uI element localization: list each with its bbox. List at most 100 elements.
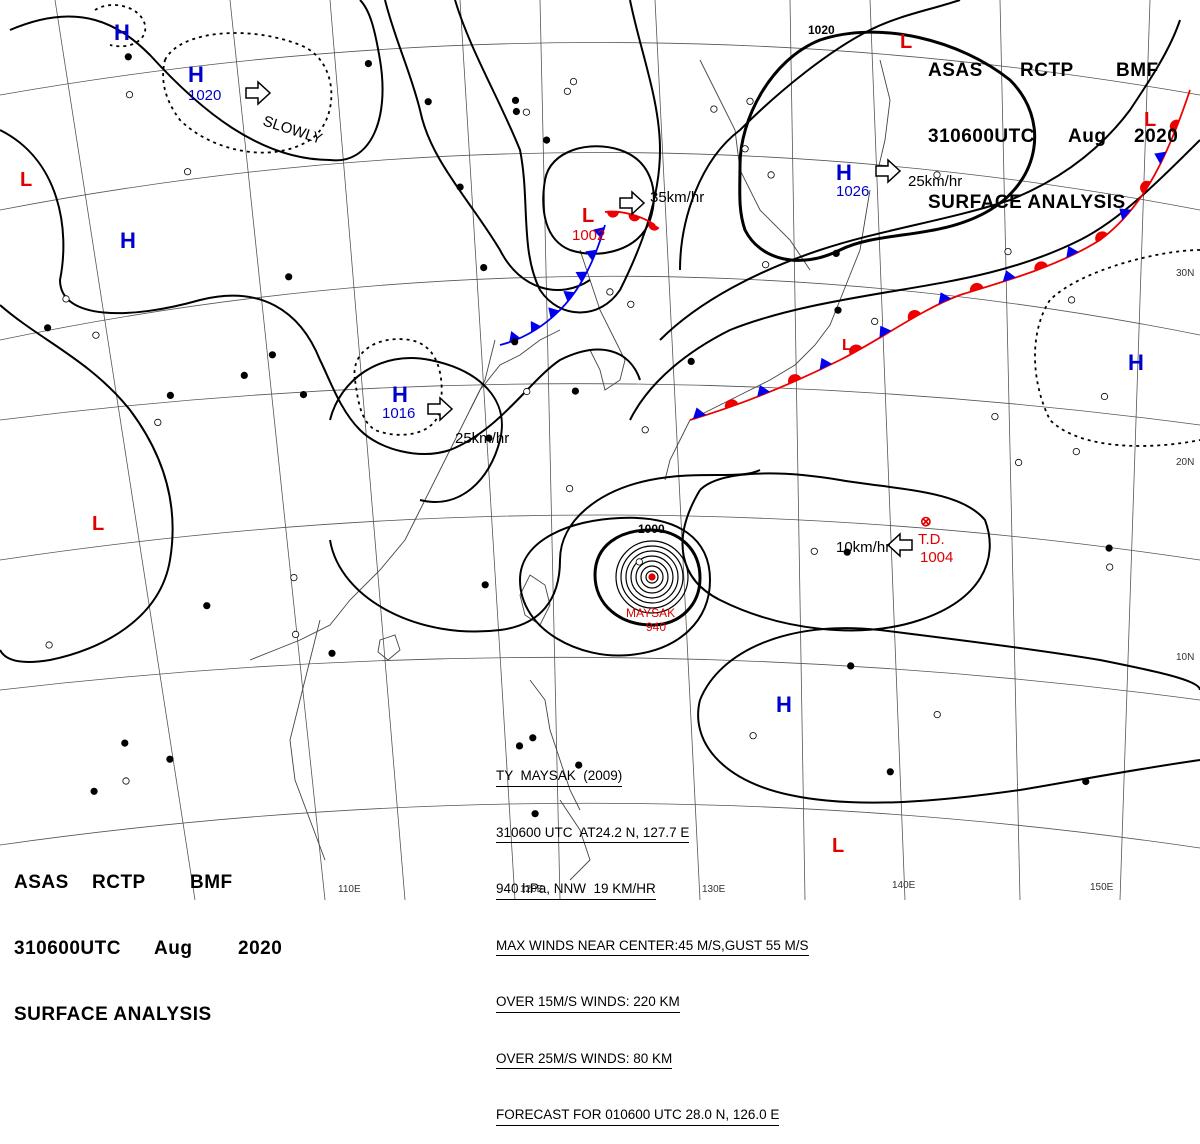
map-labels: SLOWLY 35km/hr 25km/hr 25km/hr 10km/hr 1… — [261, 23, 1195, 895]
station-dot — [290, 573, 298, 582]
parallel-10n — [0, 656, 1200, 701]
pressure-systems: H 1020 H H H 1016 H 1026 H H L L L L L 1… — [20, 20, 1156, 857]
warm-front-symbol — [724, 399, 739, 409]
header-agency: ASAS — [928, 60, 983, 81]
meridian-110e — [229, 0, 326, 901]
isobar-typhoon-1000 — [593, 528, 702, 627]
station-dot — [635, 558, 643, 566]
station-dot — [511, 96, 520, 105]
high-h-japan-sea: H — [836, 160, 852, 185]
footer-month: Aug — [154, 938, 193, 959]
header-station: RCTP — [1020, 60, 1074, 81]
station-dot — [933, 171, 941, 179]
warm-front-symbol — [1034, 261, 1048, 271]
header-product: SURFACE ANALYSIS — [928, 192, 1126, 213]
high-h-east-china: H — [392, 382, 408, 407]
station-dot — [531, 810, 539, 818]
station-dot — [485, 434, 493, 442]
station-dot — [606, 288, 614, 296]
station-dot — [299, 390, 308, 399]
parallel-35n — [0, 152, 1200, 211]
japan-kyushu — [664, 419, 691, 481]
low-l-korea: L — [582, 205, 594, 227]
typhoon-name: MAYSAK — [626, 606, 675, 620]
typhoon-info-line3: 940 hPa, NNW 19 KM/HR — [496, 880, 656, 900]
station-dot — [991, 412, 999, 421]
station-plots — [43, 53, 1114, 818]
station-dot — [1100, 392, 1109, 401]
isobar-typhoon-outer — [519, 516, 712, 657]
high-h-east-china-value: 1016 — [382, 405, 415, 422]
station-dot — [511, 338, 519, 346]
station-dot — [1106, 563, 1114, 571]
cold-front-symbol — [938, 292, 952, 305]
station-dot — [512, 107, 521, 116]
footer-agency: ASAS — [14, 872, 69, 893]
low-l-bottom: L — [832, 835, 844, 857]
station-dot — [569, 78, 578, 86]
hainan — [377, 634, 401, 661]
isobars-dashed — [94, 4, 1200, 447]
low-l-korea-value: 1002 — [572, 227, 605, 244]
td-name: T.D. — [918, 531, 945, 548]
speed-north-low: 35km/hr — [650, 189, 704, 206]
cold-front-symbol — [879, 325, 892, 338]
low-l-west: L — [20, 169, 32, 191]
station-dot — [542, 136, 551, 144]
high-h-north-china: H — [188, 62, 204, 87]
isobar-central — [329, 469, 761, 633]
lat-label-30n: 30N — [1176, 268, 1194, 279]
high-h-japan-sea-value: 1026 — [836, 183, 869, 200]
footer-office: BMF — [190, 872, 233, 893]
station-dot — [565, 484, 574, 493]
typhoon-pressure: 940 — [646, 620, 666, 634]
isobar-north-2 — [384, 0, 591, 291]
station-dot — [62, 295, 70, 303]
graticule — [0, 0, 1200, 901]
movement-arrows — [245, 80, 913, 558]
high-h-pacific-south: H — [776, 692, 792, 717]
lon-label-130e: 130E — [702, 884, 726, 895]
footer-year: 2020 — [238, 938, 283, 959]
typhoon-info-line4: MAX WINDS NEAR CENTER:45 M/S,GUST 55 M/S — [496, 937, 809, 956]
header-month: Aug — [1068, 126, 1107, 147]
footer-time: 310600UTC — [14, 938, 121, 959]
isobar-north-outer — [454, 0, 662, 314]
lon-label-110e: 110E — [338, 884, 361, 895]
header-time: 310600UTC — [928, 126, 1035, 147]
station-dot — [45, 641, 53, 649]
low-l-kyushu: L — [842, 337, 852, 354]
high-h-top-left: H — [114, 20, 130, 45]
parallel-30n — [0, 275, 1200, 341]
warm-front-symbol — [1095, 231, 1108, 243]
station-dot — [424, 98, 432, 106]
meridian-145e — [999, 0, 1021, 901]
fronts — [499, 89, 1191, 421]
station-dot — [933, 710, 941, 719]
footer-product: SURFACE ANALYSIS — [14, 1004, 212, 1025]
lon-label-120e: 120E — [520, 884, 544, 895]
cold-front-symbol — [1066, 245, 1079, 259]
philippines-luzon — [529, 679, 581, 811]
warm-front-symbol — [788, 374, 802, 384]
china-coast-north — [469, 329, 561, 411]
station-dot — [480, 263, 488, 272]
dashed-north-high — [162, 32, 333, 154]
station-dot — [571, 387, 580, 395]
parallel-25n — [0, 383, 1200, 426]
station-dot — [364, 59, 372, 68]
meridian-115e — [329, 0, 406, 901]
speed-china-high: 25km/hr — [455, 430, 509, 447]
station-dot — [154, 418, 162, 426]
station-dot — [1068, 296, 1076, 304]
station-dot — [847, 662, 855, 670]
station-dot — [741, 145, 749, 153]
isobar-outer-north — [9, 0, 384, 162]
station-dot — [203, 602, 211, 610]
td-pressure: 1004 — [920, 549, 953, 566]
station-dot — [122, 777, 130, 785]
isobar-east-central — [681, 472, 991, 632]
warm-front-symbol — [1169, 119, 1180, 134]
station-dot — [1004, 248, 1012, 256]
meridian-130e — [654, 0, 701, 901]
